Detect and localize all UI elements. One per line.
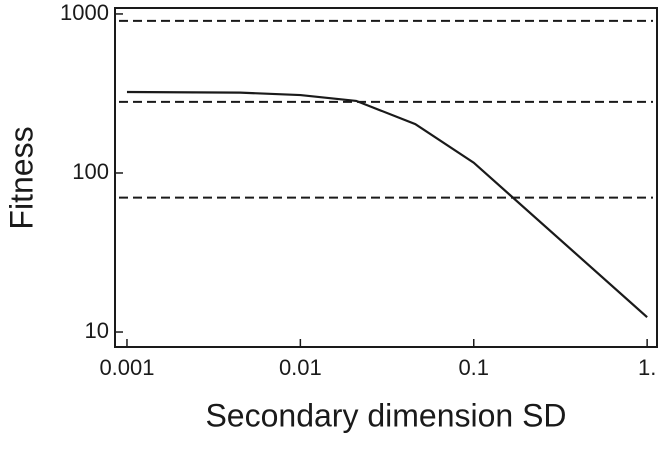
fitness-line	[126, 90, 648, 318]
y-axis-label: Fitness	[3, 126, 39, 229]
x-axis-label: Secondary dimension SD	[205, 397, 566, 433]
x-tick-label: 1.	[638, 355, 656, 380]
x-tick-label: 0.001	[99, 355, 154, 380]
x-tick-label: 0.1	[458, 355, 489, 380]
x-tick-label: 0.01	[279, 355, 322, 380]
plot-frame	[114, 7, 658, 348]
y-tick-label: 1000	[60, 0, 109, 25]
y-tick-label: 10	[85, 318, 109, 343]
y-tick-label: 100	[72, 159, 109, 184]
